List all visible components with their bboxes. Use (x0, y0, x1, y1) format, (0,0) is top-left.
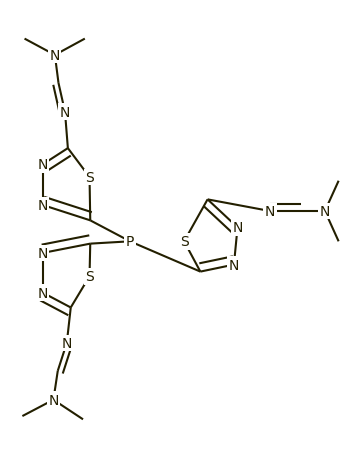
Text: N: N (229, 258, 239, 272)
Text: N: N (265, 205, 275, 219)
Text: S: S (180, 235, 188, 249)
Text: P: P (126, 235, 134, 249)
Text: N: N (232, 221, 243, 235)
Text: S: S (85, 270, 94, 284)
Text: N: N (48, 393, 58, 407)
Text: N: N (50, 49, 60, 63)
Text: N: N (320, 205, 330, 219)
Text: N: N (38, 198, 48, 212)
Text: N: N (60, 106, 70, 120)
Text: N: N (62, 336, 72, 350)
Text: S: S (85, 170, 94, 184)
Text: N: N (38, 158, 48, 172)
Text: N: N (38, 286, 48, 300)
Text: N: N (38, 246, 48, 260)
